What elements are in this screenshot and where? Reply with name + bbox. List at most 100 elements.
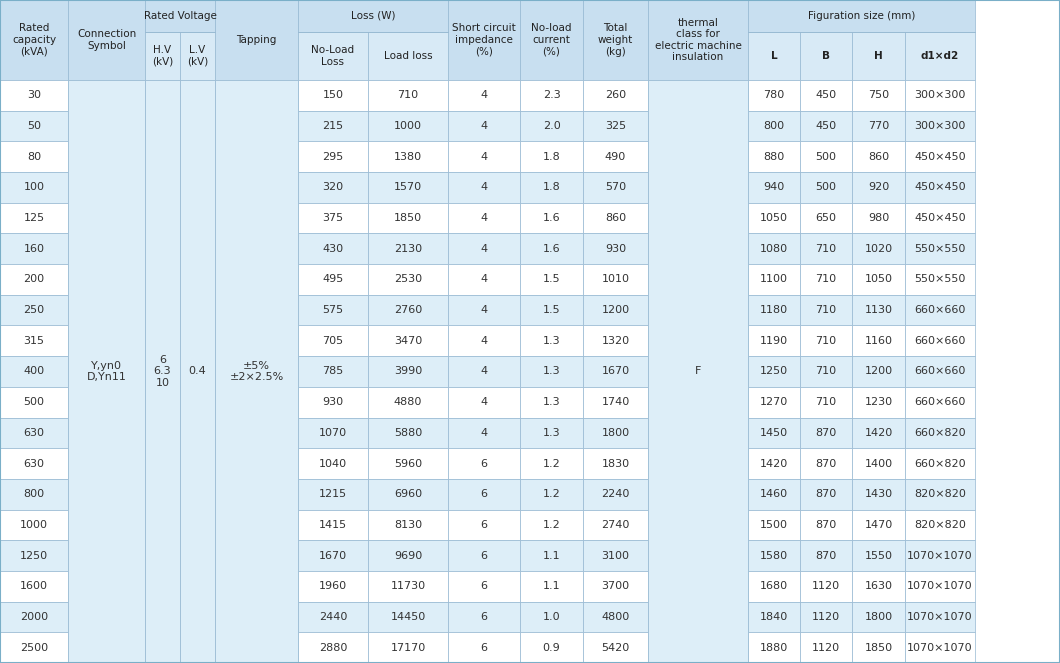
Bar [298,479,368,510]
Bar [648,633,748,663]
Bar [583,479,648,510]
Bar [905,540,975,571]
Text: 1.3: 1.3 [543,428,561,438]
Bar [145,295,180,326]
Bar [180,172,215,203]
Text: F: F [694,367,701,377]
Bar [215,510,298,540]
Bar [905,601,975,633]
Text: Y,yn0
D,Yn11: Y,yn0 D,Yn11 [87,361,126,383]
Bar [0,203,68,233]
Bar [0,540,68,571]
Bar [215,387,298,418]
Bar [800,172,852,203]
Bar [368,141,448,172]
Text: 2760: 2760 [394,305,422,315]
Bar [648,141,748,172]
Bar [180,32,215,80]
Bar [145,448,180,479]
Bar [583,326,648,356]
Bar [583,295,648,326]
Text: 490: 490 [605,152,626,162]
Bar [905,479,975,510]
Text: 160: 160 [23,244,45,254]
Text: 30: 30 [26,90,41,100]
Bar [648,418,748,448]
Text: 1670: 1670 [319,550,347,561]
Bar [800,448,852,479]
Bar [0,387,68,418]
Bar [298,203,368,233]
Bar [800,601,852,633]
Text: 1570: 1570 [394,182,422,192]
Bar [298,111,368,141]
Bar [800,356,852,387]
Text: 1460: 1460 [760,489,788,499]
Bar [520,387,583,418]
Bar [298,141,368,172]
Bar [852,601,905,633]
Text: 300×300: 300×300 [915,121,966,131]
Bar [448,510,520,540]
Bar [215,80,298,111]
Bar [68,448,145,479]
Bar [748,418,800,448]
Text: 1960: 1960 [319,581,347,591]
Text: 4: 4 [480,213,488,223]
Text: 1800: 1800 [601,428,630,438]
Bar [583,510,648,540]
Bar [368,264,448,295]
Text: No-load
current
(%): No-load current (%) [531,23,571,56]
Text: 4: 4 [480,428,488,438]
Text: 1415: 1415 [319,520,347,530]
Text: 450×450: 450×450 [914,182,966,192]
Text: L.V
(kV): L.V (kV) [187,45,208,67]
Text: 450×450: 450×450 [914,213,966,223]
Text: 1630: 1630 [865,581,893,591]
Bar [368,233,448,264]
Bar [583,448,648,479]
Bar [368,510,448,540]
Bar [800,203,852,233]
Bar [583,356,648,387]
Text: 1020: 1020 [865,244,893,254]
Text: 710: 710 [398,90,419,100]
Bar [180,80,215,663]
Bar [852,233,905,264]
Text: 5880: 5880 [394,428,422,438]
Bar [0,633,68,663]
Bar [520,141,583,172]
Bar [68,479,145,510]
Text: 2740: 2740 [601,520,630,530]
Text: 710: 710 [815,274,836,284]
Bar [448,0,520,80]
Text: 705: 705 [322,336,343,346]
Text: 930: 930 [322,397,343,407]
Bar [145,540,180,571]
Bar [648,80,748,111]
Text: 2500: 2500 [20,642,48,652]
Bar [583,80,648,111]
Bar [68,510,145,540]
Text: 650: 650 [815,213,836,223]
Text: 315: 315 [23,336,45,346]
Text: 1270: 1270 [760,397,789,407]
Bar [180,387,215,418]
Text: 1320: 1320 [601,336,630,346]
Text: 9690: 9690 [394,550,422,561]
Bar [448,356,520,387]
Text: 1130: 1130 [865,305,893,315]
Bar [145,601,180,633]
Bar [905,633,975,663]
Text: d1×d2: d1×d2 [921,51,959,61]
Text: 1080: 1080 [760,244,788,254]
Text: 3100: 3100 [601,550,630,561]
Text: 6
6.3
10: 6 6.3 10 [154,355,172,388]
Text: 980: 980 [868,213,889,223]
Text: 1.3: 1.3 [543,397,561,407]
Text: 325: 325 [605,121,626,131]
Text: 3700: 3700 [601,581,630,591]
Bar [800,326,852,356]
Bar [905,80,975,111]
Text: 4: 4 [480,244,488,254]
